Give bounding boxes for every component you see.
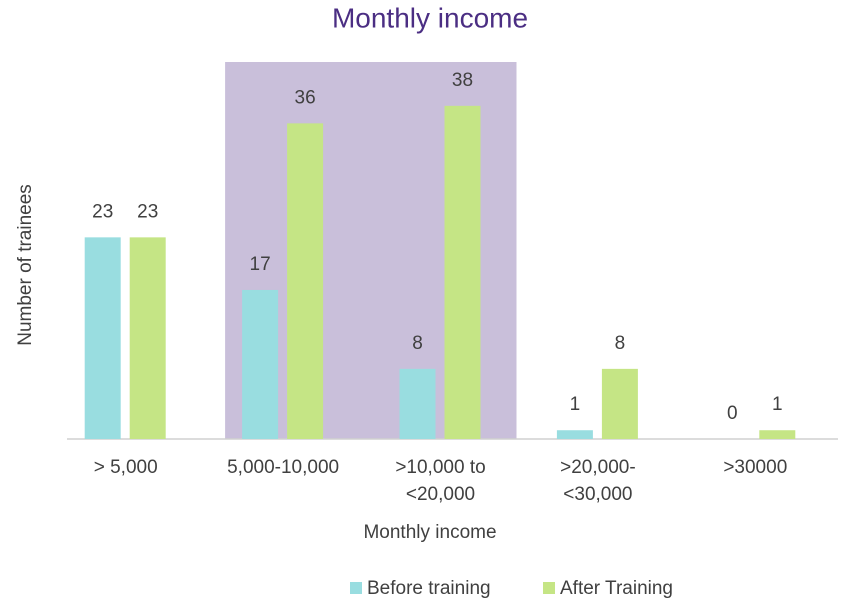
bar — [759, 430, 796, 439]
x-tick-label: >30000 — [723, 457, 787, 478]
x-tick-label: >10,000 to <20,000 — [395, 457, 485, 505]
bar — [556, 430, 593, 439]
data-label: 38 — [452, 70, 473, 91]
data-label: 1 — [570, 394, 581, 415]
x-axis-title: Monthly income — [363, 522, 496, 543]
x-tick-label: > 5,000 — [94, 457, 158, 478]
bar — [129, 237, 166, 439]
bar — [287, 123, 324, 439]
legend-label: After Training — [560, 578, 673, 599]
legend-swatch — [350, 582, 362, 594]
bar — [601, 368, 638, 439]
bar — [444, 105, 481, 439]
y-axis-title: Number of trainees — [15, 184, 36, 346]
chart-title: Monthly income — [332, 2, 528, 33]
data-label: 8 — [615, 333, 626, 354]
x-tick-label: 5,000-10,000 — [227, 457, 339, 478]
data-label: 17 — [250, 254, 271, 275]
data-label: 23 — [92, 201, 113, 222]
data-label: 1 — [772, 394, 783, 415]
data-label: 36 — [295, 87, 316, 108]
legend-swatch — [543, 582, 555, 594]
bar — [84, 237, 121, 439]
data-label: 8 — [412, 333, 423, 354]
bar — [399, 368, 436, 439]
x-tick-label: >20,000-<30,000 — [560, 457, 636, 505]
legend-label: Before training — [367, 578, 491, 599]
data-label: 0 — [727, 403, 738, 424]
data-label: 23 — [137, 201, 158, 222]
bar — [242, 289, 279, 439]
